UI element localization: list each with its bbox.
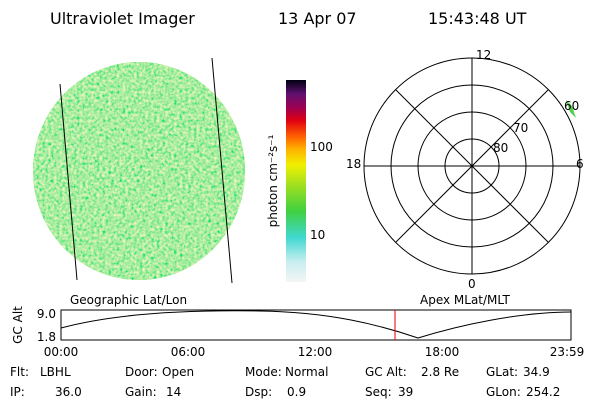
polar-label: 12 (476, 48, 491, 62)
status-value: 0.9 (287, 385, 306, 399)
status-value: 34.9 (523, 365, 550, 379)
status-label: GC Alt: (365, 365, 407, 379)
status-value: 254.2 (526, 385, 560, 399)
status-value: LBHL (40, 365, 71, 379)
colorbar (286, 80, 306, 282)
polar-ring-label: 80 (493, 141, 508, 155)
status-label: Gain: (125, 385, 157, 399)
status-value: 2.8 Re (421, 365, 459, 379)
colorbar-tick: 10 (310, 228, 325, 242)
plot-title: Apex MLat/MLT (420, 293, 510, 307)
status-label: Dsp: (245, 385, 272, 399)
plot-frame (60, 309, 572, 341)
y-label: GC Alt (11, 306, 25, 344)
y-tick-label: 9.0 (37, 307, 56, 321)
x-tick-label: 06:00 (171, 345, 206, 359)
status-value: 36.0 (55, 385, 82, 399)
polar-label: 6 (576, 157, 584, 171)
status-value: 39 (398, 385, 413, 399)
status-label: Seq: (365, 385, 392, 399)
colorbar-tick: 100 (310, 140, 333, 154)
polar-ring-label: 60 (564, 99, 579, 113)
polar-label: 18 (346, 157, 361, 171)
x-tick-label: 12:00 (298, 345, 333, 359)
polar-grid (363, 57, 581, 275)
aurora-patch (566, 100, 576, 118)
status-label: IP: (10, 385, 25, 399)
polar-label: 0 (468, 277, 476, 291)
status-value: 14 (166, 385, 181, 399)
status-label: Mode: (245, 365, 282, 379)
altitude-curve (60, 310, 572, 339)
meridian (211, 57, 233, 284)
meridian (59, 83, 78, 281)
x-tick-label: 18:00 (425, 345, 460, 359)
date: 13 Apr 07 (278, 9, 357, 28)
status-panel: Flt: LBHL Door: Open Mode: Normal GC Alt: 2.8 R… (10, 365, 560, 399)
earth-texture (33, 62, 245, 280)
polar-ring-label: 70 (513, 121, 528, 135)
status-value: Normal (285, 365, 328, 379)
time: 15:43:48 UT (428, 9, 527, 28)
colorbar-label: photon cm⁻²s⁻¹ (266, 134, 280, 227)
status-label: GLon: (486, 385, 521, 399)
y-tick-label: 1.8 (37, 330, 56, 344)
status-value: Open (162, 365, 194, 379)
status-label: GLat: (486, 365, 518, 379)
status-label: Door: (125, 365, 158, 379)
plot-title: Geographic Lat/Lon (70, 293, 187, 307)
x-tick-label: 00:00 (44, 345, 79, 359)
x-tick-label: 23:59 (550, 345, 585, 359)
title: Ultraviolet Imager (50, 9, 195, 28)
status-label: Flt: (10, 365, 29, 379)
